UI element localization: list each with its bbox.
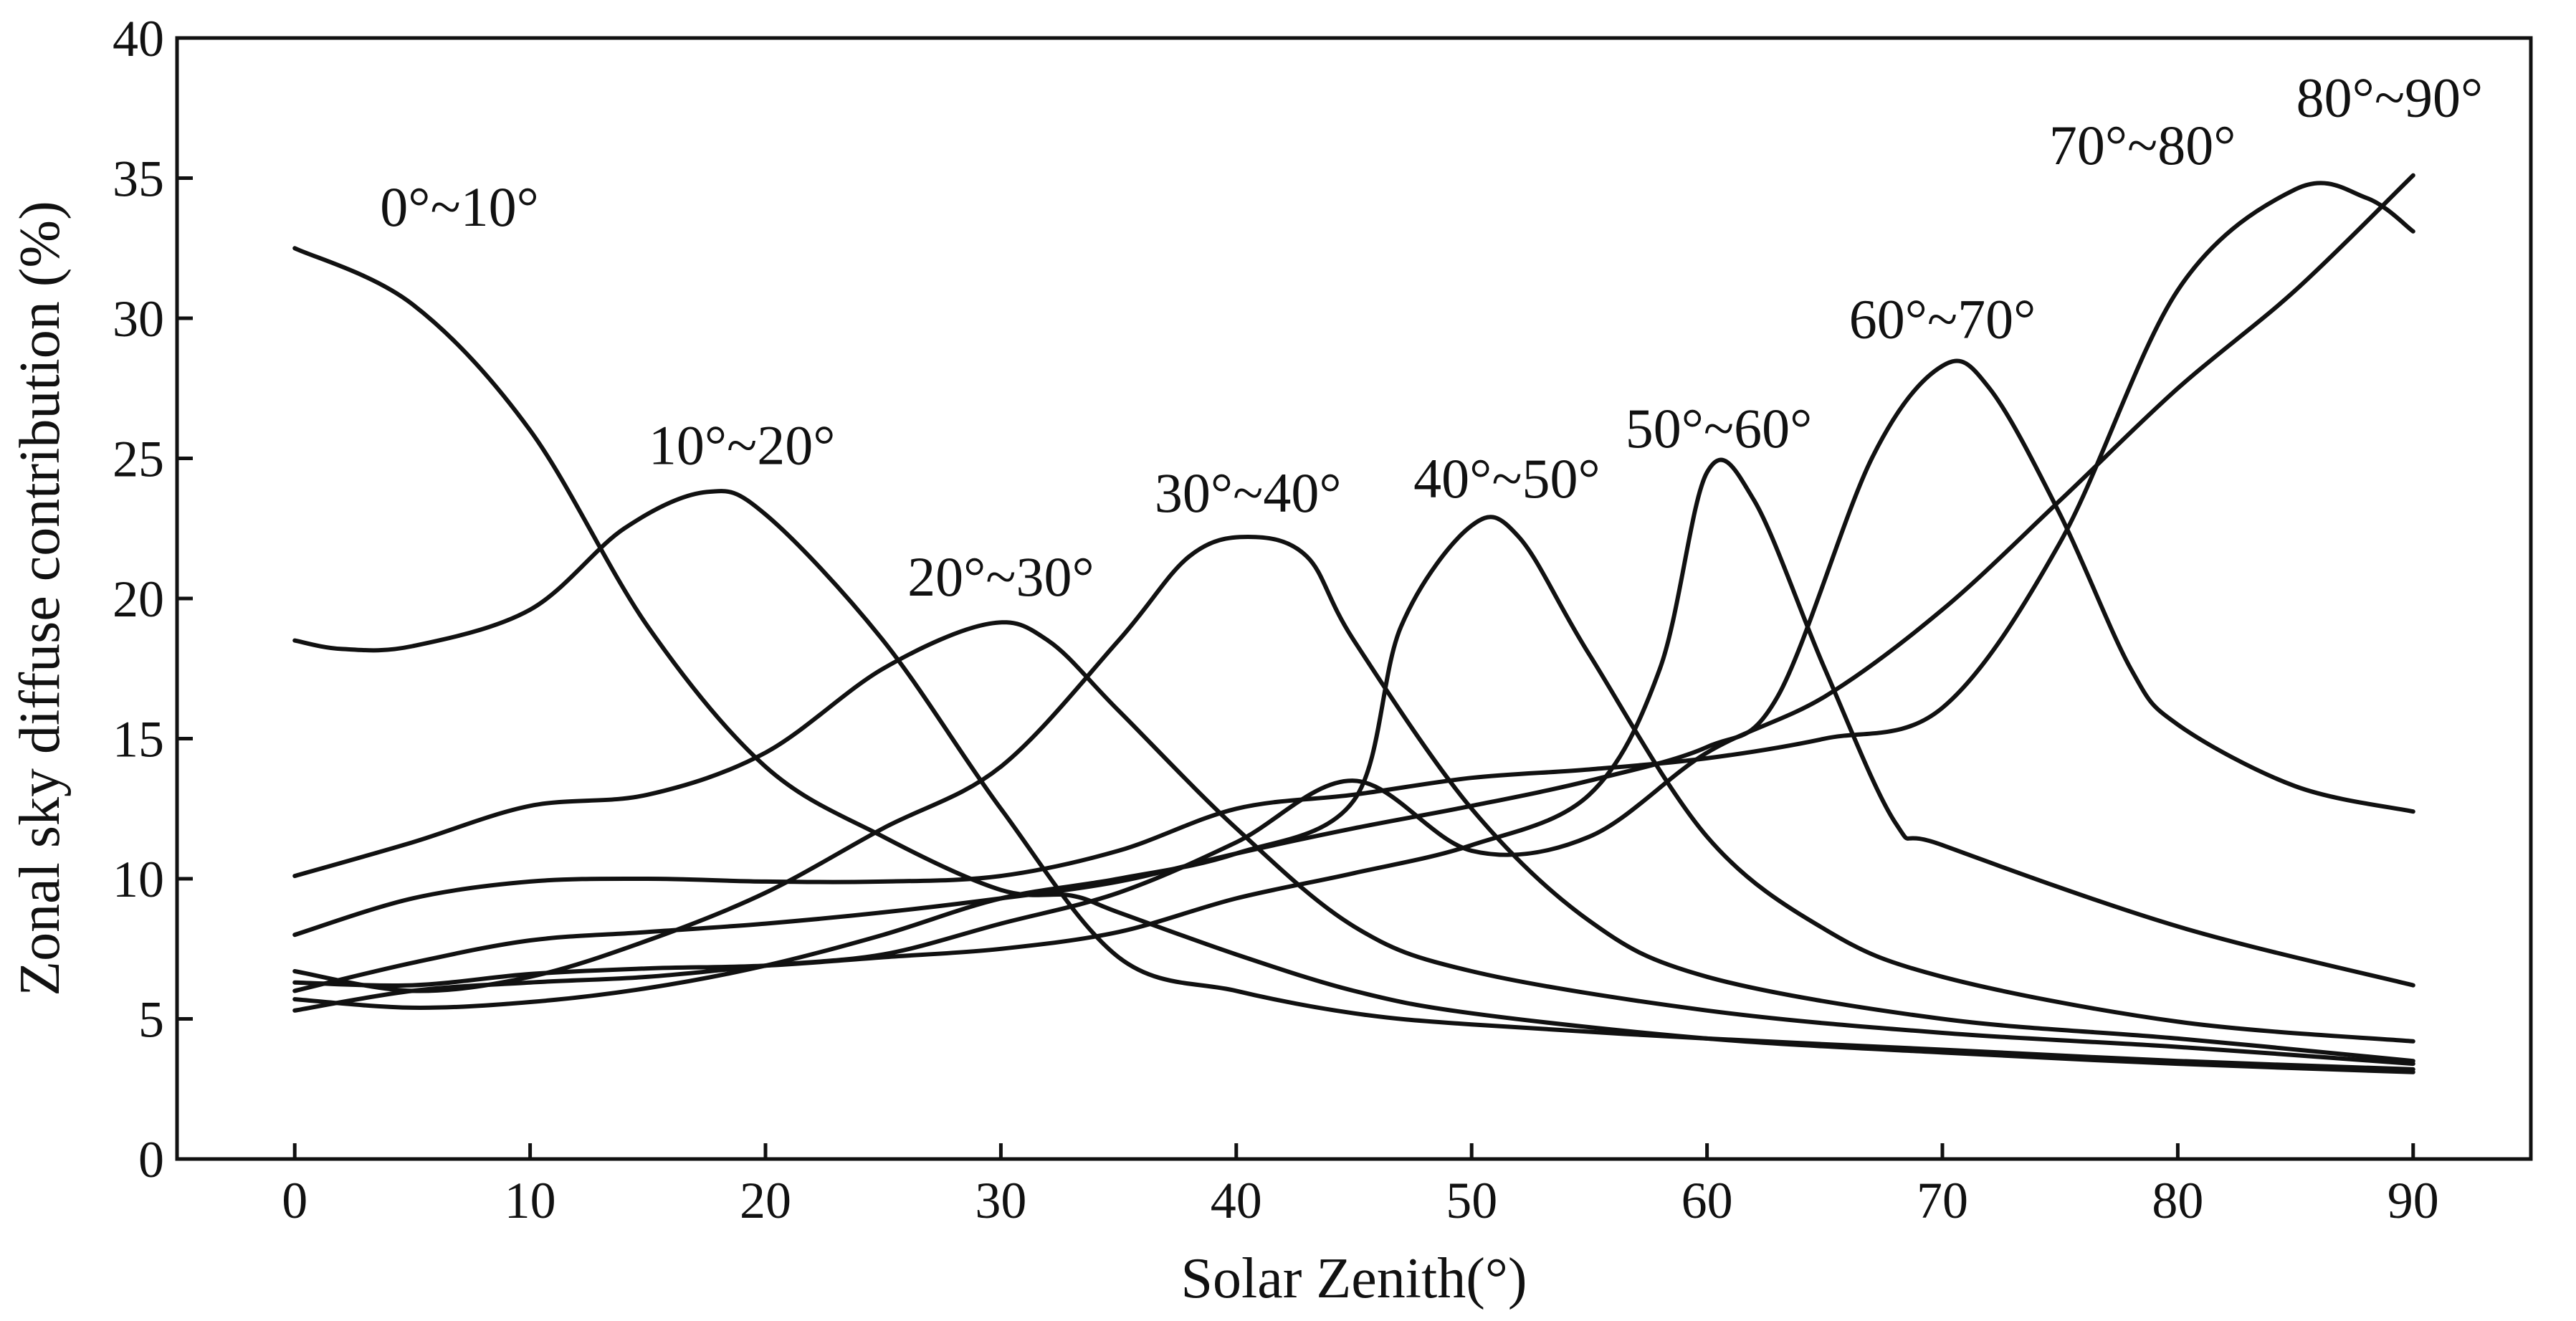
series-label-8: 80°~90° xyxy=(2296,66,2484,128)
x-tick-label: 10 xyxy=(505,1172,556,1229)
series-label-7: 70°~80° xyxy=(2049,114,2236,176)
x-tick-label: 70 xyxy=(1917,1172,1968,1229)
series-label-4: 40°~50° xyxy=(1413,447,1601,510)
series-line-4 xyxy=(292,515,2415,1044)
y-tick-label: 40 xyxy=(113,10,164,67)
x-tick-label: 20 xyxy=(740,1172,791,1229)
x-tick-label: 40 xyxy=(1211,1172,1262,1229)
series-label-1: 10°~20° xyxy=(649,414,836,476)
series-line-8 xyxy=(292,173,2415,1013)
series-line-1 xyxy=(292,489,2415,1072)
x-tick-label: 60 xyxy=(1681,1172,1733,1229)
x-tick-label: 90 xyxy=(2387,1172,2439,1229)
y-axis-label: Zonal sky diffuse contribution (%) xyxy=(9,201,72,996)
y-tick-label: 10 xyxy=(113,851,164,908)
series-label-6: 60°~70° xyxy=(1849,287,2036,350)
series-label-3: 30°~40° xyxy=(1155,462,1342,524)
y-tick-label: 5 xyxy=(138,991,164,1049)
series-line-5 xyxy=(292,457,2415,988)
series-line-0 xyxy=(292,246,2415,1074)
series-line-6 xyxy=(292,358,2415,993)
x-tick-label: 0 xyxy=(282,1172,307,1229)
series-lines xyxy=(292,173,2415,1074)
series-label-2: 20°~30° xyxy=(907,545,1094,608)
y-tick-label: 30 xyxy=(113,290,164,348)
x-axis-label: Solar Zenith(°) xyxy=(1181,1247,1527,1310)
series-line-7 xyxy=(292,181,2415,938)
series-label-5: 50°~60° xyxy=(1626,397,1813,459)
y-tick-label: 0 xyxy=(138,1131,164,1188)
axis-ticks: 0 10 20 30 40 50 60 70 80 90 0 5 10 15 20 25 30 35 40 xyxy=(113,10,2439,1229)
y-tick-label: 15 xyxy=(113,711,164,768)
series-line-3 xyxy=(292,535,2415,1064)
series-labels: 0°~10° 10°~20° 20°~30° 30°~40° 40°~50° 50°~60… xyxy=(380,66,2483,608)
y-tick-label: 35 xyxy=(113,151,164,208)
y-tick-label: 25 xyxy=(113,431,164,488)
series-label-0: 0°~10° xyxy=(380,176,539,238)
y-tick-label: 20 xyxy=(113,571,164,628)
x-tick-label: 80 xyxy=(2152,1172,2203,1229)
x-tick-label: 30 xyxy=(975,1172,1026,1229)
x-tick-label: 50 xyxy=(1446,1172,1497,1229)
series-line-2 xyxy=(292,620,2415,1067)
